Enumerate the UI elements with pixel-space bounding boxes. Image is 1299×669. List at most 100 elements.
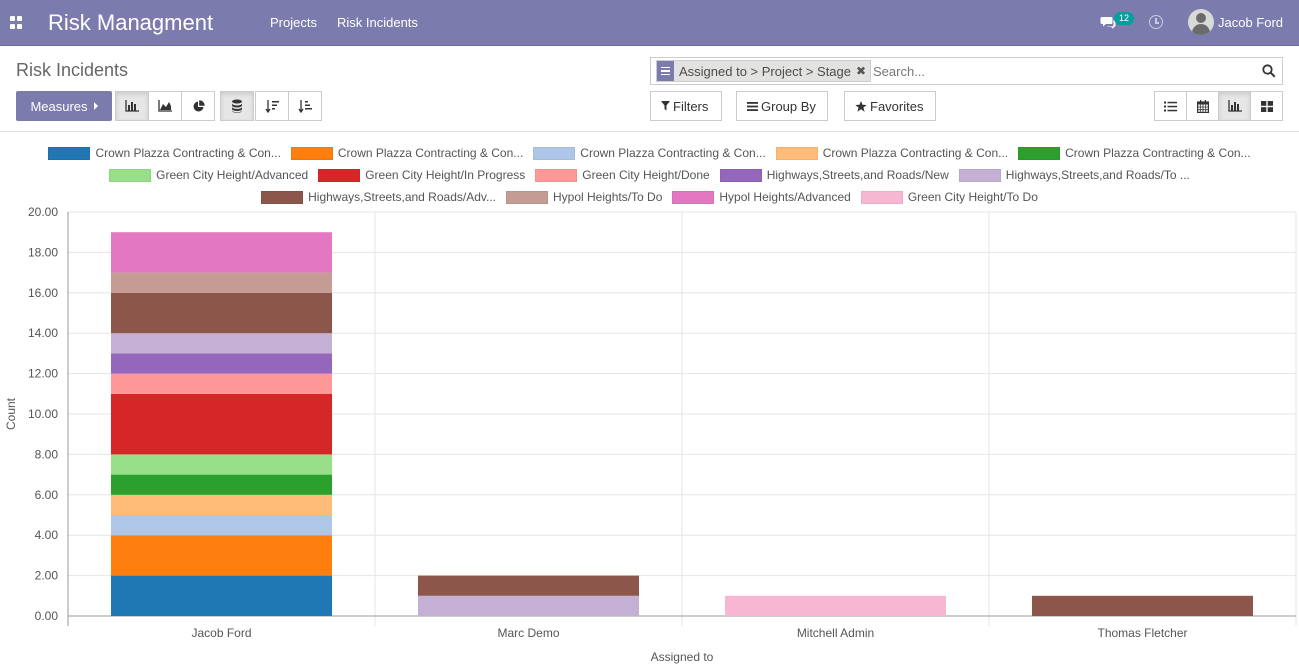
- stack-group: [220, 91, 254, 121]
- graph-view-icon: [1227, 100, 1242, 112]
- x-tick-label: Thomas Fletcher: [1097, 626, 1187, 640]
- bar-segment: [110, 474, 333, 495]
- legend-swatch: [672, 190, 715, 204]
- legend-label: Green City Height/Advanced: [156, 168, 309, 182]
- y-tick-label: 16.00: [28, 286, 58, 300]
- activity-clock-icon[interactable]: [1149, 15, 1163, 29]
- legend-item[interactable]: Crown Plazza Contracting & Con...: [48, 146, 281, 160]
- legend-item[interactable]: Green City Height/To Do: [860, 190, 1038, 204]
- caret-right-icon: [93, 102, 98, 110]
- filters-label: Filters: [673, 98, 709, 114]
- user-menu[interactable]: Jacob Ford: [1218, 15, 1284, 30]
- legend-item[interactable]: Crown Plazza Contracting & Con...: [775, 146, 1009, 160]
- search-icon[interactable]: [1262, 64, 1276, 78]
- legend-label: Green City Height/In Progress: [365, 168, 526, 182]
- chat-badge: 12: [1114, 12, 1135, 25]
- legend-item[interactable]: Crown Plazza Contracting & Con...: [290, 146, 524, 160]
- legend-label: Green City Height/Done: [582, 168, 710, 182]
- legend-row: Crown Plazza Contracting & Con... Crown P…: [0, 142, 1299, 164]
- legend-label: Highways,Streets,and Roads/To ...: [1005, 168, 1190, 182]
- sort-ascending-button[interactable]: [288, 91, 322, 121]
- stack-icon: [232, 99, 242, 113]
- legend-row: Highways,Streets,and Roads/Adv... Hypol H…: [0, 186, 1299, 208]
- search-input[interactable]: [873, 61, 1253, 81]
- measures-button[interactable]: Measures: [16, 91, 112, 121]
- bar-segment: [110, 232, 333, 273]
- bar-segment: [110, 515, 333, 536]
- chart-legend: Crown Plazza Contracting & Con... Crown P…: [0, 142, 1299, 208]
- list-view-icon: [1164, 101, 1177, 111]
- legend-label: Crown Plazza Contracting & Con...: [337, 146, 524, 160]
- pie-chart-button[interactable]: [181, 91, 215, 121]
- sort-group: [255, 91, 322, 121]
- y-tick-label: 14.00: [28, 326, 58, 340]
- bar-segment: [110, 575, 333, 616]
- filters-button[interactable]: Filters: [650, 91, 722, 121]
- bar-segment: [110, 353, 333, 374]
- bar-chart: 0.00 2.00 4.00 6.00 8.00 10.00 12.00 14.00 16.00…: [4, 205, 1297, 664]
- line-chart-icon: [158, 100, 172, 112]
- list-view-button[interactable]: [1154, 91, 1187, 121]
- legend-swatch: [506, 190, 548, 204]
- user-avatar[interactable]: [1188, 9, 1214, 35]
- line-chart-button[interactable]: [148, 91, 182, 121]
- legend-item[interactable]: Highways,Streets,and Roads/Adv...: [261, 190, 496, 204]
- search-facet-label: Assigned to > Project > Stage: [679, 63, 851, 79]
- star-icon: [855, 100, 867, 112]
- kanban-view-icon: [1260, 100, 1273, 112]
- legend-item[interactable]: Crown Plazza Contracting & Con...: [533, 146, 766, 160]
- legend-label: Crown Plazza Contracting & Con...: [580, 146, 766, 160]
- bar-chart-icon: [125, 100, 139, 112]
- legend-item[interactable]: Hypol Heights/Advanced: [672, 190, 851, 204]
- legend-swatch: [1018, 146, 1061, 160]
- legend-item[interactable]: Green City Height/Advanced: [109, 168, 308, 182]
- bar-segment: [110, 272, 333, 293]
- legend-item[interactable]: Green City Height/In Progress: [318, 168, 525, 182]
- legend-label: Highways,Streets,and Roads/New: [766, 168, 949, 182]
- x-tick-label: Jacob Ford: [191, 626, 251, 640]
- legend-swatch: [533, 146, 576, 160]
- calendar-view-button[interactable]: [1186, 91, 1219, 121]
- legend-item[interactable]: Crown Plazza Contracting & Con...: [1018, 146, 1251, 160]
- legend-label: Hypol Heights/To Do: [553, 190, 663, 204]
- apps-menu-icon[interactable]: [10, 16, 23, 29]
- chat-icon[interactable]: [1100, 14, 1116, 30]
- menu-risk-incidents[interactable]: Risk Incidents: [337, 15, 418, 30]
- legend-item[interactable]: Highways,Streets,and Roads/New: [719, 168, 949, 182]
- view-switcher: [1154, 91, 1283, 121]
- group-by-button[interactable]: Group By: [736, 91, 828, 121]
- x-tick-label: Marc Demo: [497, 626, 559, 640]
- bar-segment: [110, 292, 333, 334]
- bar-chart-button[interactable]: [115, 91, 149, 121]
- bar-segment: [417, 575, 640, 596]
- calendar-view-icon: [1196, 99, 1209, 113]
- graph-view-button[interactable]: [1218, 91, 1251, 121]
- legend-swatch: [775, 146, 818, 160]
- legend-item[interactable]: Green City Height/Done: [535, 168, 710, 182]
- legend-label: Highways,Streets,and Roads/Adv...: [308, 190, 496, 204]
- control-panel-divider: [0, 131, 1299, 132]
- favorites-button[interactable]: Favorites: [844, 91, 936, 121]
- legend-item[interactable]: Highways,Streets,and Roads/To ...: [958, 168, 1190, 182]
- top-navbar: Risk Managment Projects Risk Incidents 1…: [0, 0, 1299, 46]
- menu-projects[interactable]: Projects: [270, 15, 317, 30]
- x-axis-label: Assigned to: [651, 650, 714, 664]
- legend-label: Crown Plazza Contracting & Con...: [822, 146, 1009, 160]
- group-by-label: Group By: [761, 98, 816, 114]
- sort-descending-icon: [265, 100, 279, 113]
- sort-descending-button[interactable]: [255, 91, 289, 121]
- search-bar: Assigned to > Project > Stage ✖: [650, 57, 1283, 85]
- legend-label: Crown Plazza Contracting & Con...: [95, 146, 281, 160]
- x-tick-label: Mitchell Admin: [797, 626, 874, 640]
- facet-remove-icon[interactable]: ✖: [856, 64, 867, 78]
- legend-swatch: [261, 190, 304, 204]
- pie-chart-icon: [193, 99, 205, 111]
- legend-swatch: [958, 168, 1001, 182]
- legend-item[interactable]: Hypol Heights/To Do: [506, 190, 662, 204]
- stacked-toggle-button[interactable]: [220, 91, 254, 121]
- breadcrumb-title: Risk Incidents: [16, 60, 129, 80]
- bar-segment: [724, 595, 947, 616]
- y-tick-label: 8.00: [35, 447, 59, 461]
- kanban-view-button[interactable]: [1250, 91, 1283, 121]
- legend-swatch: [860, 190, 903, 204]
